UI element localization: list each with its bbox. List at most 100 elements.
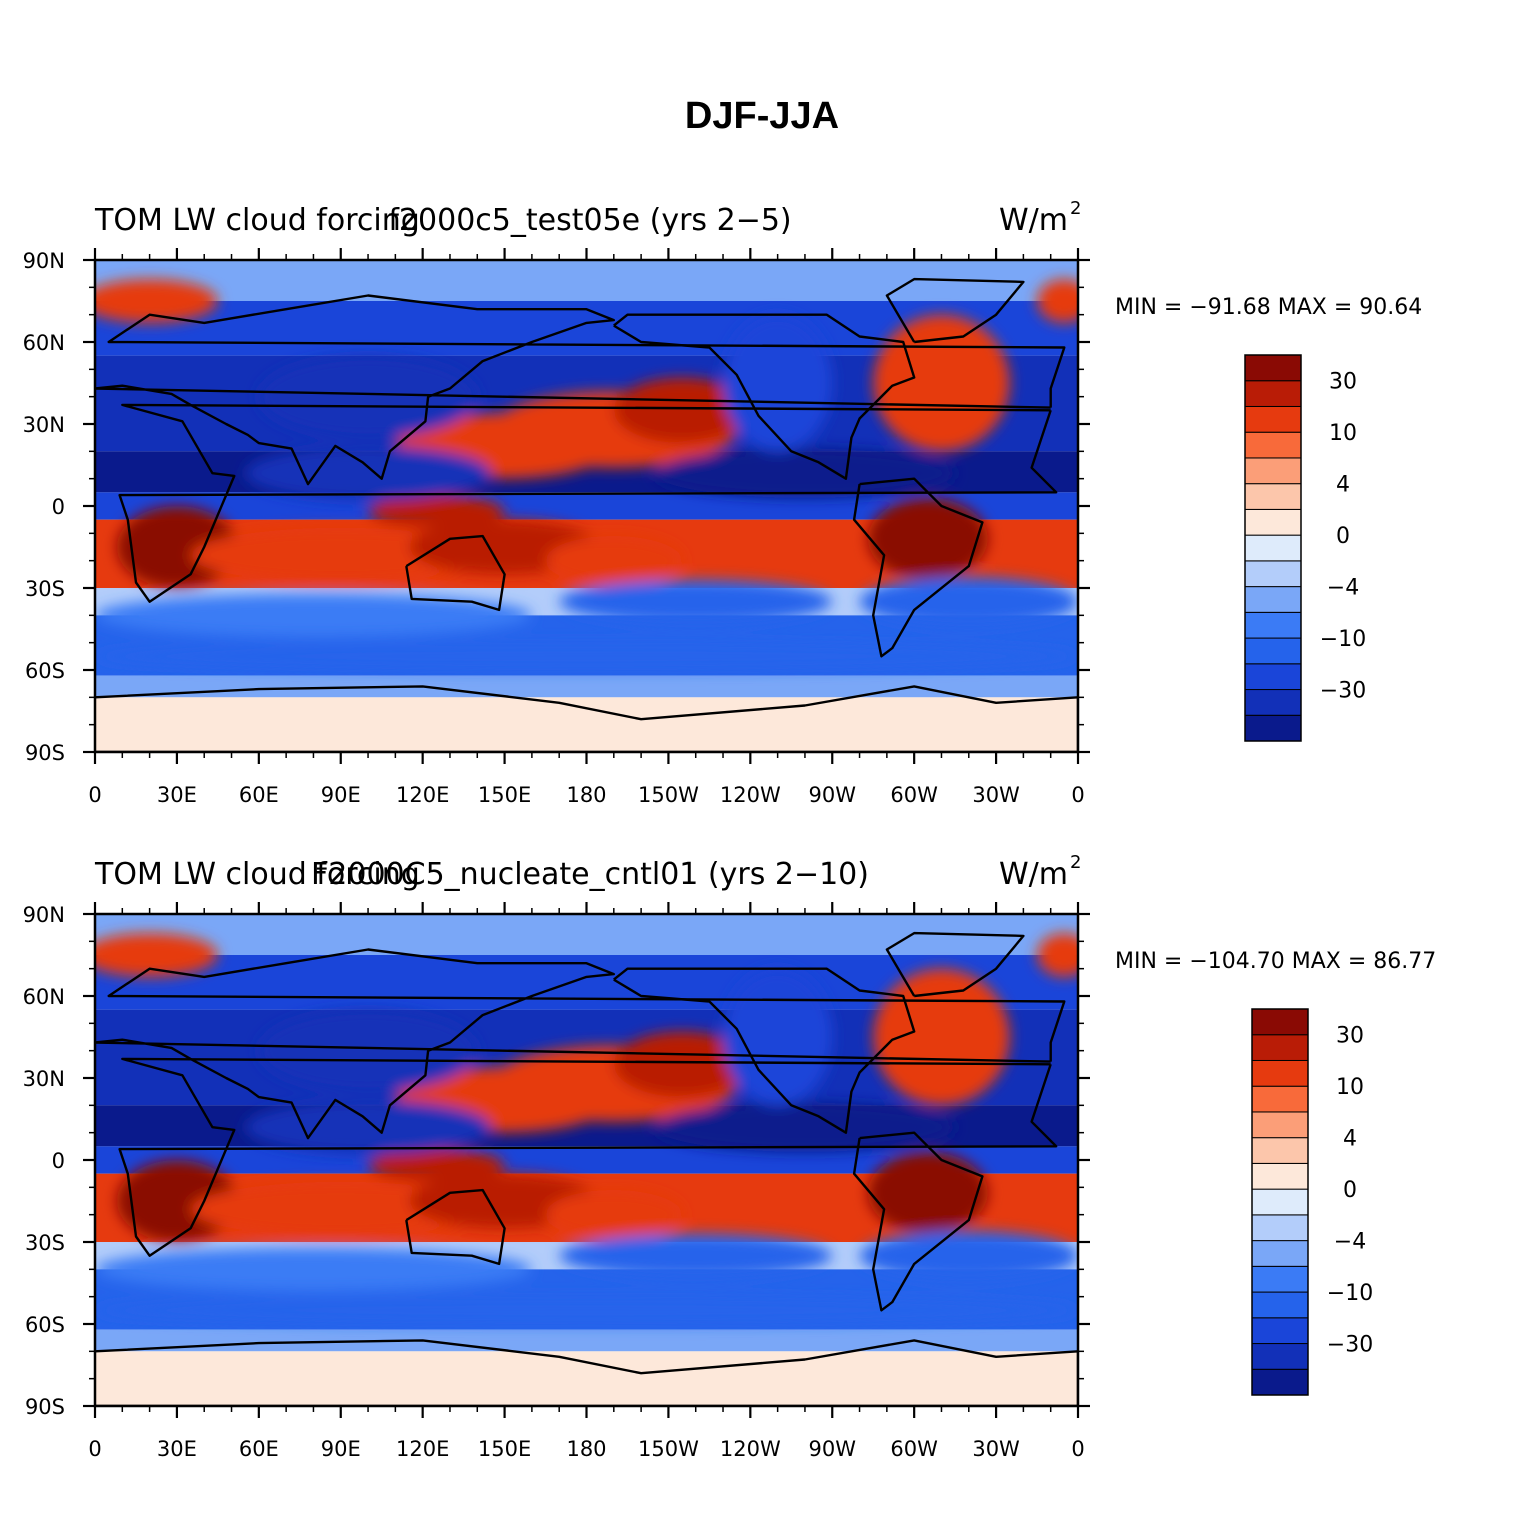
colorbar-swatch: [1244, 586, 1302, 613]
colorbar-swatch: [1244, 689, 1302, 716]
colorbar-swatch: [1251, 1240, 1309, 1267]
y-tick-label: 0: [52, 495, 65, 519]
panel-case-label: F2000C5_nucleate_cntl01 (yrs 2−10): [311, 857, 869, 892]
x-tick-label: 120W: [720, 1437, 781, 1461]
figure-title: DJF-JJA: [685, 95, 839, 137]
colorbar-swatch: [1251, 1188, 1309, 1216]
colorbar-swatch: [1251, 1214, 1309, 1242]
coastline: [852, 1131, 984, 1312]
panel-units-superscript: 2: [1070, 852, 1081, 873]
coastline: [885, 277, 1025, 344]
y-tick-label: 90N: [23, 903, 65, 927]
map-panel-bottom: 0 30E 60E 90E 120E 150E 180 150W 120W 90W 60W 30W 09…: [23, 852, 1437, 1461]
x-tick-label: 60W: [890, 783, 938, 807]
colorbar-swatch: [1244, 534, 1302, 562]
colorbar-label: −10: [1320, 627, 1366, 652]
min-max-stats: MIN = −104.70 MAX = 86.77: [1115, 949, 1436, 974]
coastline: [613, 313, 916, 480]
colorbar-swatch: [1251, 1137, 1309, 1164]
x-tick-label: 30W: [972, 783, 1020, 807]
coastlines: [95, 931, 1078, 1406]
x-tick-label: 180: [566, 783, 606, 807]
colorbar-swatch: [1244, 431, 1302, 459]
colorbar-swatch: [1251, 1008, 1309, 1036]
colorbar-swatch: [1251, 1368, 1309, 1396]
x-tick-label: 90W: [809, 783, 857, 807]
colorbar-frame: [1244, 354, 1302, 742]
colorbar-swatch: [1251, 1059, 1309, 1087]
x-tick-label: 180: [566, 1437, 606, 1461]
colorbar-frame: [1251, 1008, 1309, 1396]
colorbar-label: −30: [1327, 1333, 1373, 1358]
coastline: [405, 534, 506, 612]
colorbar-swatch: [1244, 611, 1302, 639]
colorbar-swatch: [1244, 508, 1302, 536]
coastline: [405, 1188, 506, 1266]
y-tick-label: 30N: [23, 1067, 65, 1091]
coastline: [885, 931, 1025, 998]
x-tick-label: 90E: [321, 1437, 361, 1461]
colorbar-swatch: [1244, 560, 1302, 588]
coastline: [95, 685, 1078, 752]
x-tick-label: 60W: [890, 1437, 938, 1461]
colorbar-label: 10: [1329, 421, 1357, 446]
colorbar-swatch: [1251, 1265, 1309, 1293]
x-tick-label: 0: [1071, 1437, 1084, 1461]
x-tick-label: 60E: [239, 783, 279, 807]
colorbar-swatch: [1244, 637, 1302, 665]
panel-left-label: TOM LW cloud forcing: [94, 857, 420, 892]
colorbar-label: 0: [1336, 524, 1350, 549]
panel-units-superscript: 2: [1070, 198, 1081, 219]
colorbar-swatch: [1251, 1291, 1309, 1319]
x-tick-label: 30E: [157, 783, 197, 807]
colorbar-swatch: [1244, 714, 1302, 742]
y-tick-label: 30S: [25, 1231, 65, 1255]
colorbar-label: 10: [1336, 1075, 1364, 1100]
y-tick-label: 30N: [23, 413, 65, 437]
colorbar-swatch: [1244, 457, 1302, 485]
panel-units-label: W/m: [999, 857, 1068, 892]
colorbar-swatch: [1251, 1085, 1309, 1113]
colorbar-label: 4: [1336, 473, 1350, 498]
x-tick-label: 90W: [809, 1437, 857, 1461]
y-tick-label: 90S: [25, 741, 65, 765]
map-panel-top: 0 30E 60E 90E 120E 150E 180 150W 120W 90W 60W 30W 09…: [23, 198, 1423, 807]
x-tick-label: 150W: [638, 1437, 699, 1461]
colorbar-swatch: [1244, 405, 1302, 433]
colorbar-swatch: [1244, 380, 1302, 407]
colorbar-swatch: [1244, 663, 1302, 691]
x-tick-label: 0: [1071, 783, 1084, 807]
y-tick-label: 60N: [23, 985, 65, 1009]
colorbar-swatch: [1251, 1034, 1309, 1061]
colorbar-swatch: [1244, 354, 1302, 382]
min-max-stats: MIN = −91.68 MAX = 90.64: [1115, 295, 1422, 320]
panel-units-label: W/m: [999, 203, 1068, 238]
coastline: [118, 1057, 1058, 1257]
coastline: [852, 477, 984, 658]
x-tick-label: 0: [88, 783, 101, 807]
coastline: [613, 967, 916, 1134]
colorbar-label: −4: [1327, 576, 1359, 601]
y-tick-label: 30S: [25, 577, 65, 601]
y-tick-label: 90N: [23, 249, 65, 273]
panel-left-label: TOM LW cloud forcing: [94, 203, 420, 238]
x-tick-label: 120E: [396, 783, 449, 807]
colorbar-swatch: [1251, 1162, 1309, 1190]
colorbar: −30 −10 −4 0 4 10 30: [1244, 354, 1366, 742]
colorbar-swatch: [1244, 483, 1302, 510]
colorbar-label: 30: [1336, 1024, 1364, 1049]
y-tick-label: 0: [52, 1149, 65, 1173]
colorbar-swatch: [1251, 1111, 1309, 1139]
colorbar: −30 −10 −4 0 4 10 30: [1251, 1008, 1373, 1396]
colorbar-label: 4: [1343, 1127, 1357, 1152]
panel-case-label: f2000c5_test05e (yrs 2−5): [388, 203, 791, 238]
y-tick-label: 60N: [23, 331, 65, 355]
colorbar-swatch: [1251, 1343, 1309, 1370]
map-field: [95, 914, 1078, 1406]
x-tick-label: 150E: [478, 783, 531, 807]
x-tick-label: 30E: [157, 1437, 197, 1461]
y-tick-label: 60S: [25, 1313, 65, 1337]
coastline: [95, 948, 1066, 1140]
x-tick-label: 120W: [720, 783, 781, 807]
